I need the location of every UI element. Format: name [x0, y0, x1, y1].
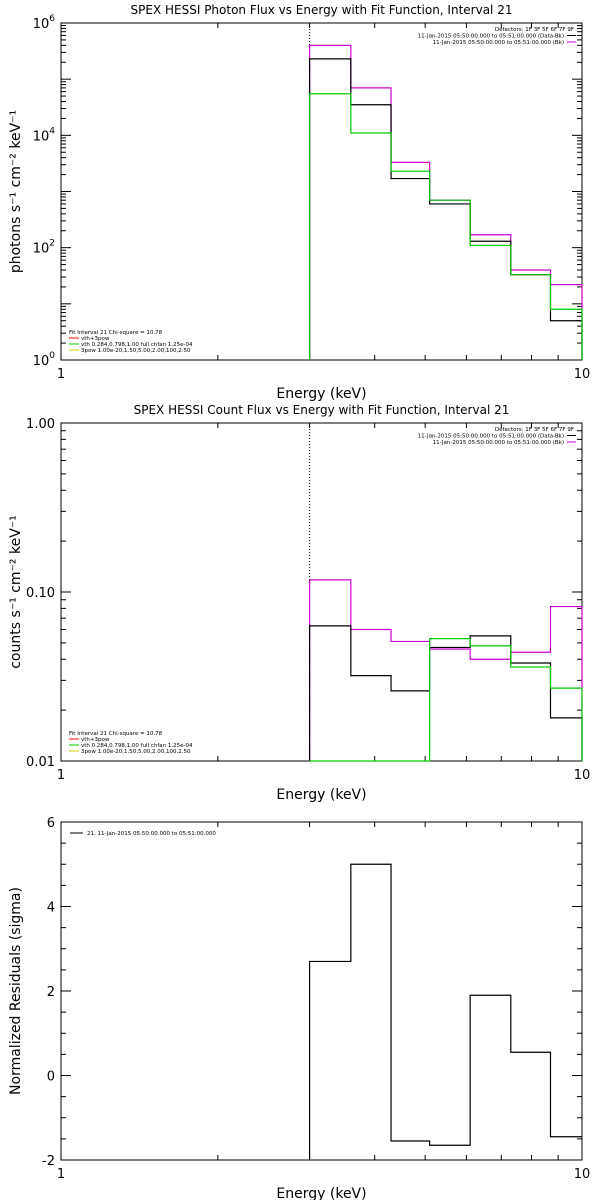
x-axis-label: Energy (keV): [276, 1186, 366, 1200]
panel-2: SPEX HESSI Count Flux vs Energy with Fit…: [8, 403, 590, 803]
fit-legend: Fit Interval 21 Chi-square = 10.78vth+3p…: [69, 731, 193, 755]
series-group: [308, 579, 583, 762]
y-tick-label: 1.00: [26, 417, 55, 432]
fit-legend-entry: vth+3pow: [81, 737, 110, 743]
x-tick-label: 1: [57, 367, 65, 382]
y-tick-label: 0.01: [26, 755, 55, 770]
x-ticks: 1 10: [57, 423, 590, 783]
top-legend-entry: 21. 11-Jan-2015 05:50:00.000 to 05:51:00…: [87, 831, 216, 837]
top-legend-entry: Detectors: 1F 3F 5F 6F 7F 9F: [495, 27, 574, 33]
series-3-histogram: [309, 637, 583, 762]
y-tick-label: 106: [33, 14, 56, 32]
fit-legend-entry: Fit Interval 21 Chi-square = 10.78: [69, 330, 163, 336]
top-legend-entry: 11-Jan-2015 05:50:00.000 to 05:51:00.000…: [433, 40, 564, 46]
fit-legend-entry: vth 0.284,0.798,1.00 full chfan 1.25e-04: [81, 342, 193, 348]
top-legend: 21. 11-Jan-2015 05:50:00.000 to 05:51:00…: [70, 831, 216, 837]
y-tick-label: 100: [33, 351, 56, 369]
x-tick-label: 10: [574, 1167, 591, 1182]
fit-legend-entry: Fit Interval 21 Chi-square = 10.78: [69, 731, 163, 737]
y-tick-label: 6: [47, 816, 55, 831]
x-tick-label: 10: [574, 367, 591, 382]
top-legend-entry: 11-Jan-2015 05:50:00.000 to 05:51:00.000…: [418, 34, 564, 40]
y-tick-label: 0.10: [26, 586, 55, 601]
x-axis-label: Energy (keV): [276, 787, 366, 803]
panel-3: 1 10 -2 0 2 4 6 Energy (keV) Normalized Residual…: [8, 816, 590, 1200]
fit-legend-entry: 3pow 1.00e-20,1.50,5.00,2.00,100,2.50: [81, 749, 191, 755]
y-tick-label: 104: [33, 126, 56, 144]
y-tick-label: 102: [33, 239, 55, 257]
top-legend-entry: Detectors: 1F 3F 5F 6F 7F 9F: [495, 427, 574, 433]
series-group: [308, 863, 582, 1160]
fit-legend-entry: 3pow 1.00e-20,1.50,5.00,2.00,100,2.50: [81, 348, 191, 354]
top-legend: Detectors: 1F 3F 5F 6F 7F 9F11-Jan-2015 …: [418, 427, 576, 446]
y-tick-label: 2: [47, 985, 55, 1000]
y-axis-label: photons s⁻¹ cm⁻² keV⁻¹: [8, 110, 24, 273]
y-axis-label: counts s⁻¹ cm⁻² keV⁻¹: [8, 515, 24, 669]
x-ticks: 1 10: [57, 822, 590, 1182]
chart-title: SPEX HESSI Count Flux vs Energy with Fit…: [134, 403, 510, 417]
plot-frame: [60, 422, 583, 762]
y-ticks: 0.01 0.10 1.00: [26, 417, 582, 770]
x-tick-label: 1: [57, 768, 65, 783]
y-axis-label: Normalized Residuals (sigma): [8, 887, 24, 1095]
y-tick-label: 4: [47, 901, 55, 916]
top-legend-entry: 11-Jan-2015 05:50:00.000 to 05:51:00.000…: [433, 440, 564, 446]
y-ticks: 100 102 104 106: [33, 14, 582, 369]
series-1-histogram: [308, 579, 583, 761]
x-tick-label: 1: [57, 1167, 65, 1182]
series-2-histogram: [308, 625, 583, 761]
x-axis-label: Energy (keV): [276, 386, 366, 402]
y-tick-label: 0: [47, 1070, 55, 1085]
fit-legend: Fit Interval 21 Chi-square = 10.78vth+3p…: [69, 330, 193, 354]
plot-frame: [60, 22, 583, 361]
fit-legend-entry: vth+3pow: [81, 336, 110, 342]
x-ticks: 1 10: [57, 23, 590, 382]
x-tick-label: 10: [574, 768, 591, 783]
y-tick-label: -2: [42, 1154, 55, 1169]
chart-title: SPEX HESSI Photon Flux vs Energy with Fi…: [131, 3, 513, 17]
top-legend: Detectors: 1F 3F 5F 6F 7F 9F11-Jan-2015 …: [418, 27, 576, 46]
series-3-histogram: [308, 93, 583, 360]
plot-frame: [60, 821, 583, 1161]
fit-legend-entry: vth 0.284,0.798,1.00 full chfan 1.25e-04: [81, 743, 193, 749]
y-ticks: -2 0 2 4 6: [42, 816, 582, 1169]
top-legend-entry: 11-Jan-2015 05:50:00.000 to 05:51:00.000…: [418, 434, 564, 440]
series-1-histogram: [308, 863, 582, 1160]
series-group: [308, 44, 583, 360]
panel-1: SPEX HESSI Photon Flux vs Energy with Fi…: [8, 3, 590, 402]
